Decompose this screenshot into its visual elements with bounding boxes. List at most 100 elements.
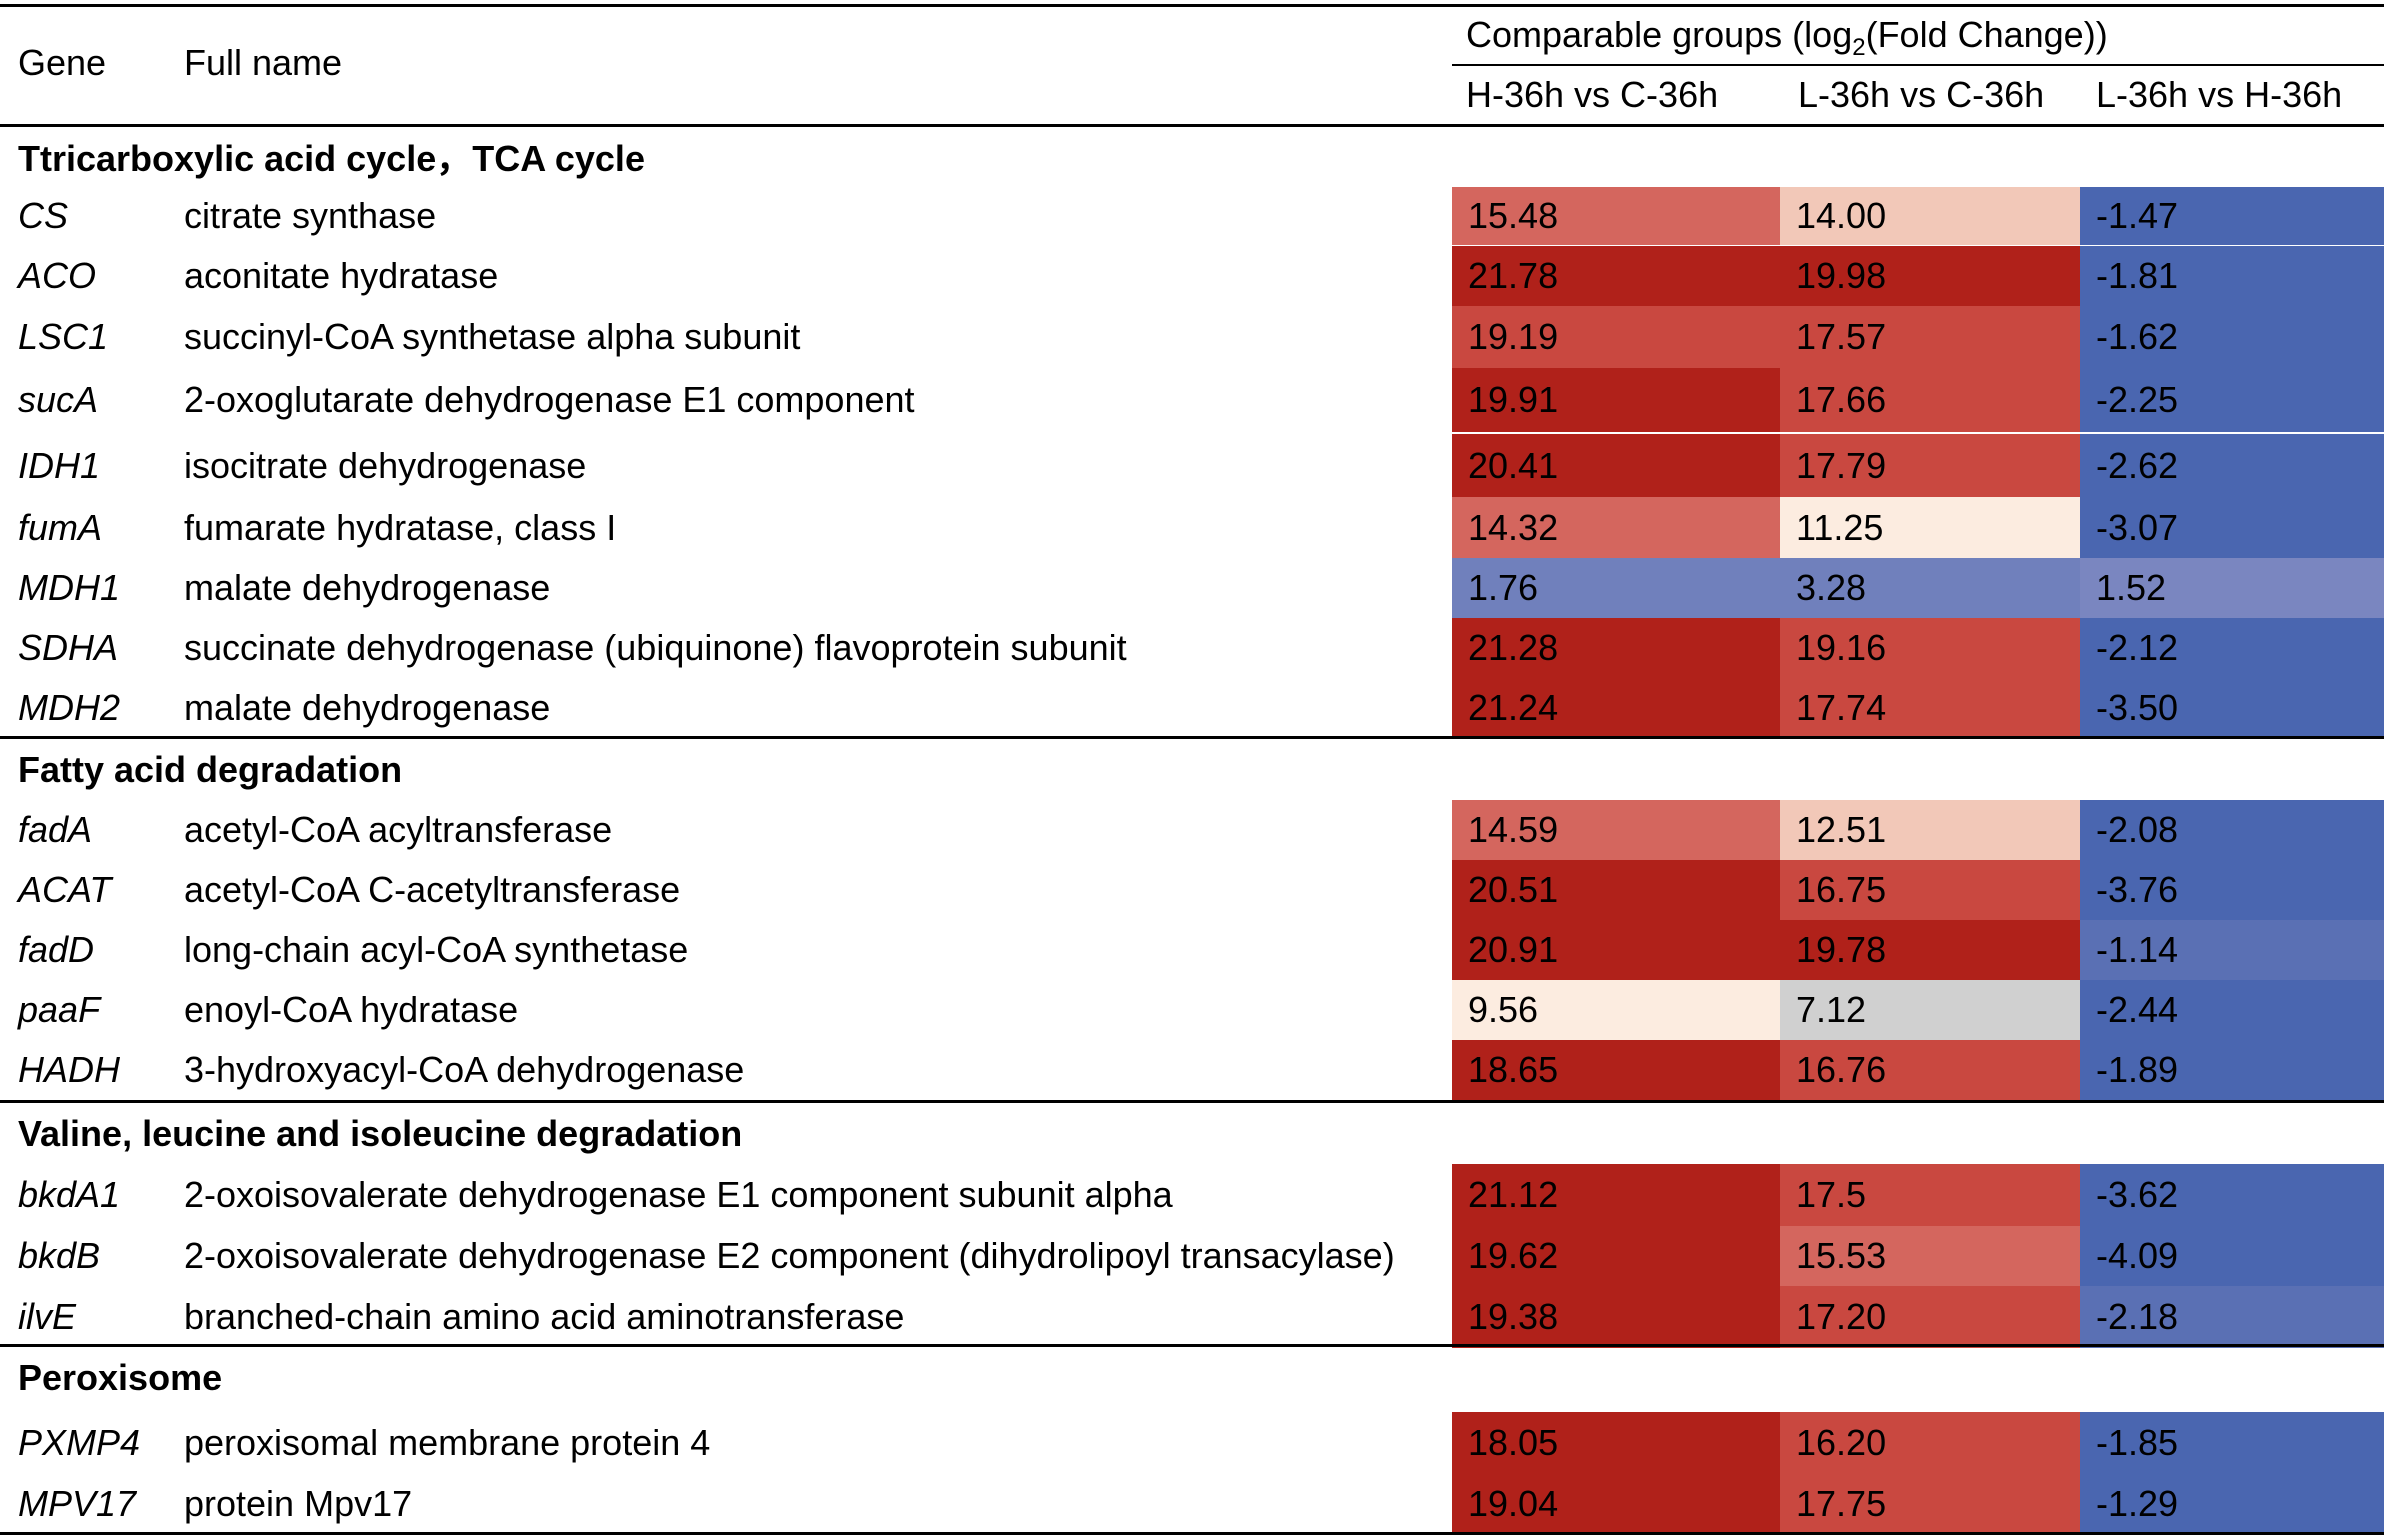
gene-symbol: IDH1: [18, 445, 101, 486]
gene-full-name: succinate dehydrogenase (ubiquinone) fla…: [184, 627, 1127, 668]
heatmap-cell-col2: 12.51: [1780, 800, 2080, 860]
gene-symbol: LSC1: [18, 316, 109, 357]
heatmap-cell-col1: 1.76: [1452, 558, 1780, 618]
heatmap-cell-col2: 3.28: [1780, 558, 2080, 618]
gene-full-name: aconitate hydratase: [184, 255, 499, 296]
gene-full-name: branched-chain amino acid aminotransfera…: [184, 1296, 905, 1337]
heatmap-cell-col2: 17.20: [1780, 1286, 2080, 1348]
group-title-sub: 2: [1852, 34, 1866, 62]
heatmap-cell-col3: -3.07: [2080, 497, 2384, 558]
section-rule: [0, 1100, 2384, 1103]
heatmap-cell-col2: 17.79: [1780, 434, 2080, 498]
group-title-pre: Comparable groups (log: [1466, 14, 1853, 55]
heatmap-cell-col3: -1.85: [2080, 1412, 2384, 1474]
heatmap-cell-col3: -4.09: [2080, 1226, 2384, 1286]
gene-full-name: peroxisomal membrane protein 4: [184, 1422, 711, 1463]
heatmap-cell-col1: 15.48: [1452, 187, 1780, 245]
gene-full-name: acetyl-CoA acyltransferase: [184, 809, 613, 850]
header-group-rule: [1452, 64, 2384, 66]
heatmap-cell-col1: 14.32: [1452, 497, 1780, 558]
gene-symbol: MDH2: [18, 687, 121, 728]
gene-symbol: MDH1: [18, 567, 121, 608]
gene-symbol: bkdB: [18, 1235, 101, 1276]
gene-full-name: malate dehydrogenase: [184, 687, 551, 728]
heatmap-cell-col1: 18.65: [1452, 1040, 1780, 1100]
gene-full-name: citrate synthase: [184, 195, 437, 236]
heatmap-cell-col2: 19.78: [1780, 920, 2080, 980]
gene-symbol: MPV17: [18, 1483, 137, 1524]
heatmap-cell-col1: 19.62: [1452, 1226, 1780, 1286]
heatmap-cell-col1: 19.91: [1452, 368, 1780, 432]
header-gene: Gene: [18, 42, 107, 83]
header-full-name: Full name: [184, 42, 343, 83]
heatmap-cell-col3: -1.81: [2080, 246, 2384, 306]
gene-symbol: PXMP4: [18, 1422, 141, 1463]
heatmap-cell-col3: -1.29: [2080, 1474, 2384, 1534]
header-col3: L-36h vs H-36h: [2096, 74, 2343, 115]
group-title-post: (Fold Change)): [1865, 14, 2108, 55]
heatmap-cell-col1: 21.78: [1452, 246, 1780, 306]
header-group-title: Comparable groups (log2(Fold Change)): [1466, 14, 2108, 62]
heatmap-cell-col2: 16.20: [1780, 1412, 2080, 1474]
heatmap-cell-col2: 17.75: [1780, 1474, 2080, 1534]
gene-full-name: succinyl-CoA synthetase alpha subunit: [184, 316, 801, 357]
gene-full-name: 2-oxoglutarate dehydrogenase E1 componen…: [184, 379, 915, 420]
section-title: Peroxisome: [18, 1357, 223, 1398]
heatmap-cell-col2: 17.5: [1780, 1164, 2080, 1226]
gene-full-name: long-chain acyl-CoA synthetase: [184, 929, 689, 970]
heatmap-cell-col1: 19.19: [1452, 306, 1780, 368]
top-rule: [0, 4, 2384, 7]
heatmap-cell-col1: 19.04: [1452, 1474, 1780, 1534]
heatmap-cell-col2: 17.66: [1780, 368, 2080, 432]
gene-full-name: malate dehydrogenase: [184, 567, 551, 608]
gene-symbol: paaF: [18, 989, 101, 1030]
gene-full-name: enoyl-CoA hydratase: [184, 989, 519, 1030]
section-rule: [0, 1344, 2384, 1347]
heatmap-cell-col2: 15.53: [1780, 1226, 2080, 1286]
heatmap-cell-col1: 9.56: [1452, 980, 1780, 1040]
heatmap-cell-col1: 20.91: [1452, 920, 1780, 980]
section-title: Fatty acid degradation: [18, 749, 403, 790]
heatmap-cell-col1: 21.24: [1452, 678, 1780, 738]
heatmap-cell-col3: -3.76: [2080, 860, 2384, 920]
heatmap-cell-col2: 17.57: [1780, 306, 2080, 368]
heatmap-cell-col3: -2.62: [2080, 434, 2384, 498]
gene-symbol: bkdA1: [18, 1174, 121, 1215]
gene-symbol: ACAT: [18, 869, 112, 910]
heatmap-cell-col2: 11.25: [1780, 497, 2080, 558]
gene-full-name: protein Mpv17: [184, 1483, 413, 1524]
header-rule: [0, 124, 2384, 127]
heatmap-cell-col2: 17.74: [1780, 678, 2080, 738]
heatmap-cell-col3: -2.25: [2080, 368, 2384, 432]
heatmap-cell-col3: -3.50: [2080, 678, 2384, 738]
heatmap-cell-col3: -1.47: [2080, 187, 2384, 245]
section-rule: [0, 736, 2384, 739]
gene-symbol: SDHA: [18, 627, 119, 668]
heatmap-cell-col3: -2.44: [2080, 980, 2384, 1040]
heatmap-cell-col1: 21.12: [1452, 1164, 1780, 1226]
heatmap-cell-col2: 7.12: [1780, 980, 2080, 1040]
heatmap-cell-col1: 14.59: [1452, 800, 1780, 860]
section-title: Valine, leucine and isoleucine degradati…: [18, 1113, 743, 1154]
gene-symbol: CS: [18, 195, 69, 236]
heatmap-cell-col1: 18.05: [1452, 1412, 1780, 1474]
section-title: Ttricarboxylic acid cycle，TCA cycle: [18, 138, 645, 179]
heatmap-cell-col3: -2.18: [2080, 1286, 2384, 1348]
heatmap-cell-col3: -3.62: [2080, 1164, 2384, 1226]
heatmap-cell-col2: 19.16: [1780, 618, 2080, 678]
heatmap-cell-col3: -1.89: [2080, 1040, 2384, 1100]
section-rule: [0, 1532, 2384, 1535]
gene-symbol: fumA: [18, 506, 103, 548]
heatmap-cell-col2: 16.75: [1780, 860, 2080, 920]
gene-full-name: 2-oxoisovalerate dehydrogenase E2 compon…: [184, 1235, 1395, 1276]
header-col1: H-36h vs C-36h: [1466, 74, 1719, 115]
gene-symbol: sucA: [18, 379, 99, 420]
heatmap-cell-col3: -2.08: [2080, 800, 2384, 860]
header-col2: L-36h vs C-36h: [1798, 74, 2045, 115]
gene-symbol: fadD: [18, 929, 95, 970]
gene-full-name: acetyl-CoA C-acetyltransferase: [184, 869, 681, 910]
heatmap-cell-col2: 14.00: [1780, 187, 2080, 245]
heatmap-cell-col1: 20.41: [1452, 434, 1780, 498]
gene-full-name: 2-oxoisovalerate dehydrogenase E1 compon…: [184, 1174, 1173, 1215]
